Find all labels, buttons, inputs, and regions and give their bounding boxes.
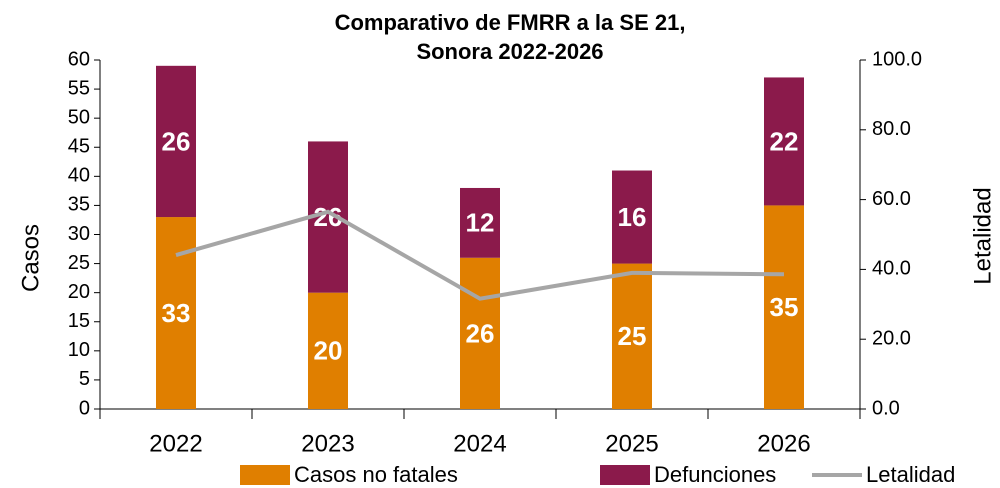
- y-axis-label: Casos: [17, 224, 44, 292]
- y2-tick-label: 60.0: [872, 188, 911, 210]
- bar-segment: [156, 217, 196, 409]
- y-tick-label: 45: [68, 136, 90, 158]
- y-tick-label: 20: [68, 281, 90, 303]
- bar-segment: [764, 77, 804, 206]
- y2-tick-label: 20.0: [872, 327, 911, 349]
- bar-segment: [460, 187, 500, 258]
- legend-swatch: [600, 465, 650, 485]
- data-label: 33: [162, 298, 191, 328]
- y-tick-label: 30: [68, 223, 90, 245]
- x-tick-label: 2025: [605, 430, 658, 457]
- bar-segment: [612, 170, 652, 264]
- y-tick-label: 10: [68, 339, 90, 361]
- x-tick-label: 2022: [149, 430, 202, 457]
- legend-label: Defunciones: [654, 462, 776, 487]
- y2-tick-label: 0.0: [872, 397, 900, 419]
- bar-segment: [156, 65, 196, 218]
- bar-segment: [612, 263, 652, 409]
- y-tick-label: 25: [68, 252, 90, 274]
- y-tick-label: 5: [79, 368, 90, 390]
- x-tick-label: 2023: [301, 430, 354, 457]
- y2-tick-label: 80.0: [872, 118, 911, 140]
- y-tick-label: 55: [68, 77, 90, 99]
- y-tick-label: 35: [68, 194, 90, 216]
- data-label: 26: [466, 318, 495, 348]
- y-tick-label: 15: [68, 310, 90, 332]
- data-label: 35: [770, 292, 799, 322]
- y-tick-label: 50: [68, 106, 90, 128]
- y-tick-label: 40: [68, 165, 90, 187]
- line-series: [175, 209, 785, 301]
- data-label: 26: [162, 126, 191, 156]
- legend-label: Casos no fatales: [294, 462, 458, 487]
- bar-segment: [460, 257, 500, 409]
- y2-axis-label: Letalidad: [969, 187, 996, 284]
- x-tick-label: 2024: [453, 430, 506, 457]
- bar-segment: [308, 292, 348, 409]
- data-label: 12: [466, 208, 495, 238]
- chart-title: Sonora 2022-2026: [416, 39, 603, 64]
- y2-tick-label: 40.0: [872, 258, 911, 280]
- x-tick-label: 2026: [757, 430, 810, 457]
- data-label: 25: [618, 321, 647, 351]
- legend-swatch: [240, 465, 290, 485]
- legend-label: Letalidad: [866, 462, 955, 487]
- chart-title: Comparativo de FMRR a la SE 21,: [335, 10, 686, 35]
- data-label: 16: [618, 202, 647, 232]
- y-tick-label: 0: [79, 397, 90, 419]
- y-tick-label: 60: [68, 48, 90, 70]
- y2-tick-label: 100.0: [872, 48, 922, 70]
- data-label: 20: [314, 336, 343, 366]
- data-label: 22: [770, 126, 799, 156]
- bar-segment: [764, 205, 804, 409]
